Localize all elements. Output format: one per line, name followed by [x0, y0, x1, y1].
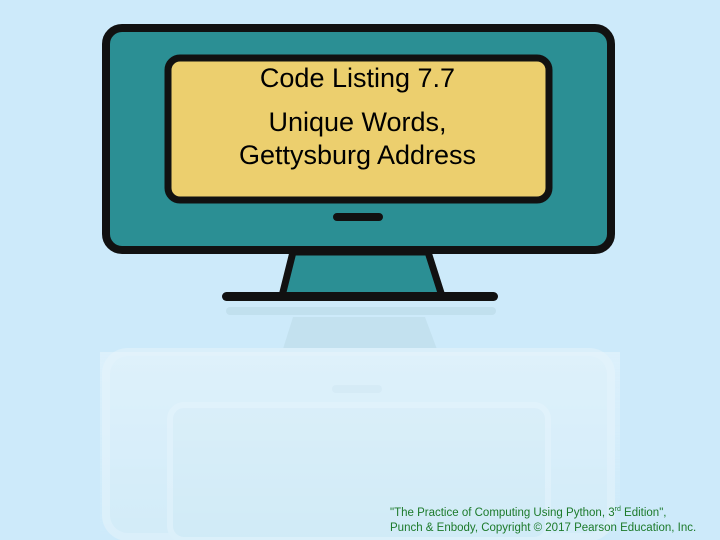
monitor-power-indicator: [333, 213, 383, 221]
title-line-1: Code Listing 7.7: [259, 63, 456, 93]
monitor-base: [222, 292, 498, 301]
title-line-3: Gettysburg Address: [238, 140, 477, 170]
monitor-screen: [164, 54, 553, 204]
copyright-footer: "The Practice of Computing Using Python,…: [390, 506, 715, 536]
footer-line-1-end: Edition",: [620, 507, 667, 519]
footer-line-1-start: "The Practice of Computing Using Python,…: [390, 507, 615, 519]
footer-line-1: "The Practice of Computing Using Python,…: [390, 506, 715, 521]
slide-title: Code Listing 7.7 Unique Words, Gettysbur…: [175, 62, 540, 172]
monitor-reflection: [100, 307, 620, 540]
footer-line-2: Punch & Enbody, Copyright © 2017 Pearson…: [390, 522, 697, 534]
monitor-stand: [278, 248, 446, 300]
title-line-2: Unique Words,: [268, 107, 447, 137]
footer-line-1-superscript: rd: [614, 506, 621, 514]
